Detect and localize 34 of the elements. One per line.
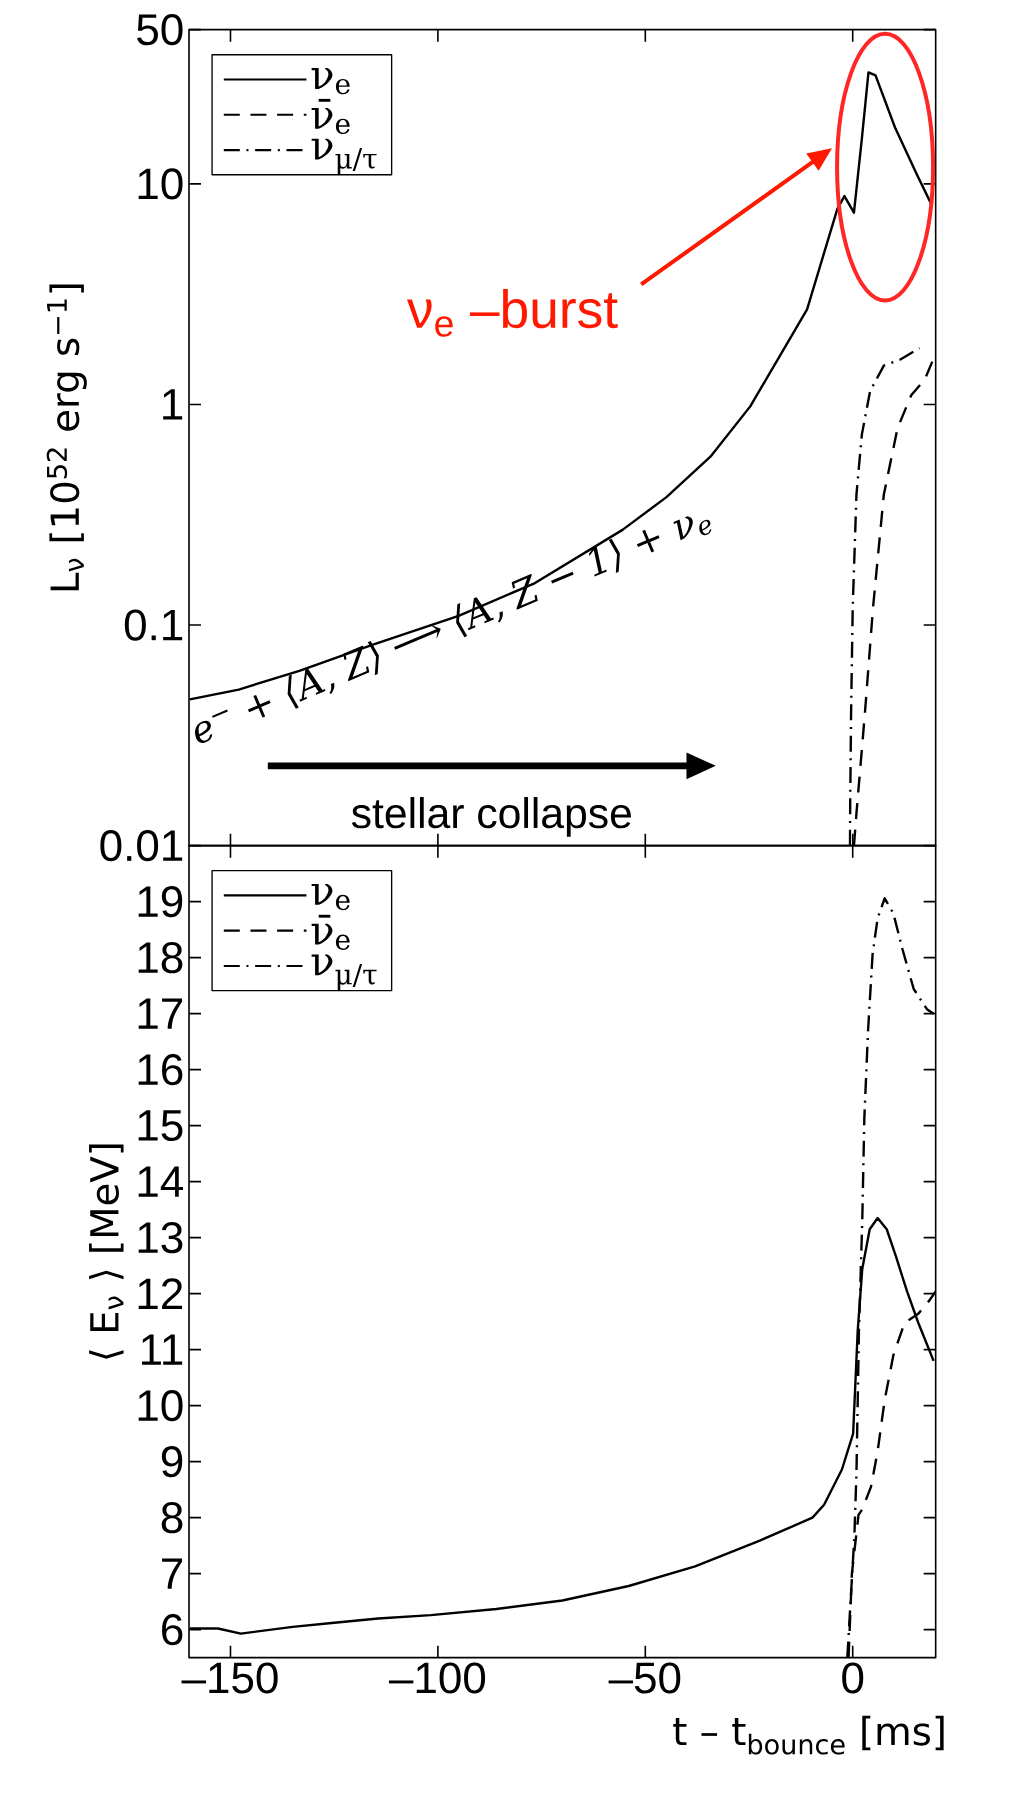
x-tick-label: –50	[608, 1662, 681, 1694]
legend-label: ν̄$_{e}$	[311, 914, 350, 950]
x-axis-title: t – t$_{bounce}$ [ms]	[673, 1715, 944, 1755]
y-tick-label: 9	[161, 1446, 183, 1478]
annotation: stellar collapse	[351, 797, 631, 837]
y-tick-label: 17	[138, 998, 183, 1029]
y-tick-label: 14	[138, 1166, 183, 1197]
legend-label: ν$_{e}$	[311, 884, 350, 911]
annotation: ν$_{e}$ –burst	[406, 289, 618, 337]
legend-label: ν$_{μ/τ}$	[311, 138, 377, 175]
y-tick-label: 1	[163, 389, 183, 420]
y-tick-label: 50	[137, 14, 183, 46]
y-tick-label: 12	[138, 1278, 183, 1310]
y-tick-label: 10	[138, 168, 183, 200]
x-tick-label: –100	[388, 1662, 486, 1694]
x-tick-label: 0	[842, 1662, 864, 1694]
y-tick-label: 0.01	[100, 830, 183, 862]
y-tick-label: 15	[138, 1110, 183, 1142]
y-tick-label: 8	[161, 1502, 183, 1534]
y-tick-label: 11	[141, 1334, 183, 1365]
y-tick-label: 0.1	[124, 609, 183, 641]
y-tick-label: 6	[162, 1614, 183, 1646]
y-tick-label: 19	[138, 886, 183, 918]
y-axis-title: ⟨ E$_{ν}$ ⟩ [MeV]	[89, 1144, 124, 1359]
y-tick-label: 7	[162, 1558, 183, 1589]
y-tick-label: 13	[138, 1222, 183, 1254]
x-tick-label: –150	[181, 1662, 278, 1694]
y-tick-label: 18	[138, 942, 183, 974]
y-axis-title: L$_{ν}$ [10$^{52}$ erg s$^{−1}$]	[46, 284, 87, 591]
y-tick-label: 16	[138, 1054, 183, 1086]
legend-label: ν$_{μ/τ}$	[311, 954, 377, 991]
legend-label: ν$_{e}$	[311, 68, 350, 95]
y-tick-label: 10	[138, 1390, 183, 1422]
legend-label: ν̄$_{e}$	[311, 98, 350, 135]
